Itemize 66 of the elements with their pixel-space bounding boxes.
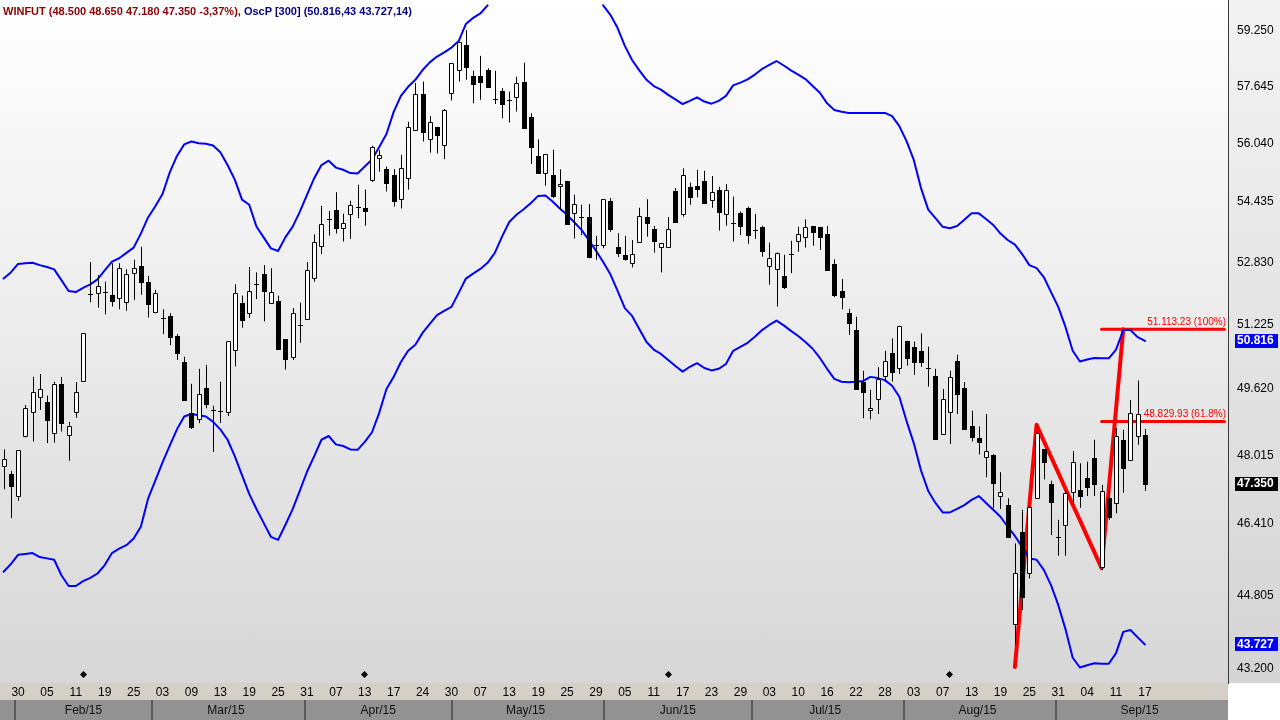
x-tick-label: 29 — [589, 684, 603, 699]
x-tick-label: 19 — [993, 684, 1008, 699]
x-tick-label: 31 — [300, 684, 314, 699]
x2-tick-label: Apr/15 — [360, 702, 397, 717]
y-tick-label: 46.410 — [1237, 516, 1275, 531]
chart-subtitle: OscP [300] (50.816,43 43.727,14) — [243, 5, 412, 17]
y-tick-label: 44.805 — [1237, 587, 1275, 602]
x-tick-label: 05 — [618, 684, 632, 699]
x-tick-label: 16 — [820, 684, 835, 699]
y-tick-label: 49.620 — [1237, 381, 1275, 396]
x-tick-label: 23 — [704, 684, 719, 699]
x-tick-label: 17 — [1138, 684, 1152, 699]
x-tick-label: 29 — [733, 684, 748, 699]
x-tick-label: 03 — [155, 684, 170, 699]
x-tick-label: 07 — [473, 684, 488, 699]
x-tick-label: 11 — [647, 684, 661, 699]
x-tick-label: 22 — [849, 684, 863, 699]
x2-tick-label: May/15 — [505, 702, 546, 717]
x-tick-label: 04 — [1080, 684, 1095, 699]
x-tick-label: 19 — [242, 684, 257, 699]
x2-tick-label: Aug/15 — [958, 702, 997, 717]
x-tick-label: 31 — [1051, 684, 1066, 699]
x-tick-label: 13 — [358, 684, 372, 699]
x-tick-label: 17 — [675, 684, 690, 699]
x-tick-label: 11 — [69, 684, 83, 699]
x-tick-label: 25 — [560, 684, 575, 699]
x2-tick-label: Feb/15 — [64, 702, 103, 717]
y-tick-label: 48.015 — [1237, 447, 1275, 462]
chart-title: WINFUT (48.500 48.650 47.180 47.350 -3,37%), — [3, 5, 241, 17]
x-tick-label: 03 — [762, 684, 777, 699]
x-tick-label: 09 — [184, 684, 199, 699]
y-tick-label: 56.040 — [1237, 135, 1275, 150]
x-tick-label: 25 — [126, 684, 141, 699]
x-tick-label: 19 — [98, 684, 112, 699]
x-tick-label: 10 — [791, 684, 806, 699]
y-tick-label: 51.225 — [1237, 317, 1275, 332]
x-tick-label: 30 — [444, 684, 459, 699]
x-tick-label: 11 — [1109, 684, 1123, 699]
y-tick-label: 50.816 — [1237, 333, 1275, 348]
y-tick-label: 47.350 — [1237, 475, 1275, 490]
y-tick-label: 52.830 — [1237, 254, 1275, 269]
x-tick-label: 03 — [907, 684, 921, 699]
x2-tick-label: Jul/15 — [809, 702, 842, 717]
y-tick-label: 43.200 — [1237, 661, 1275, 676]
series-label: 51.113.23 (100%) — [1147, 315, 1226, 327]
y-tick-label: 54.435 — [1237, 194, 1275, 209]
x-tick-label: 13 — [964, 684, 979, 699]
x-tick-label: 28 — [878, 684, 892, 699]
x2-tick-label: Sep/15 — [1120, 702, 1159, 717]
x-tick-label: 17 — [387, 684, 401, 699]
series-label: 48.829.93 (61.8%) — [1143, 408, 1226, 420]
x-tick-label: 19 — [531, 684, 546, 699]
x-tick-label: 07 — [329, 684, 343, 699]
x-tick-label: 13 — [213, 684, 228, 699]
x-tick-label: 24 — [415, 684, 430, 699]
y-tick-label: 57.645 — [1237, 78, 1275, 93]
x-tick-label: 05 — [40, 684, 54, 699]
y-tick-label: 43.727 — [1237, 636, 1275, 651]
x2-tick-label: Mar/15 — [207, 702, 245, 717]
y-tick-label: 59.250 — [1237, 23, 1275, 38]
x-tick-label: 30 — [11, 684, 26, 699]
x-tick-label: 13 — [502, 684, 517, 699]
x-tick-label: 25 — [271, 684, 286, 699]
x-tick-label: 25 — [1022, 684, 1037, 699]
x2-tick-label: Jun/15 — [659, 702, 697, 717]
x-tick-label: 07 — [935, 684, 950, 699]
